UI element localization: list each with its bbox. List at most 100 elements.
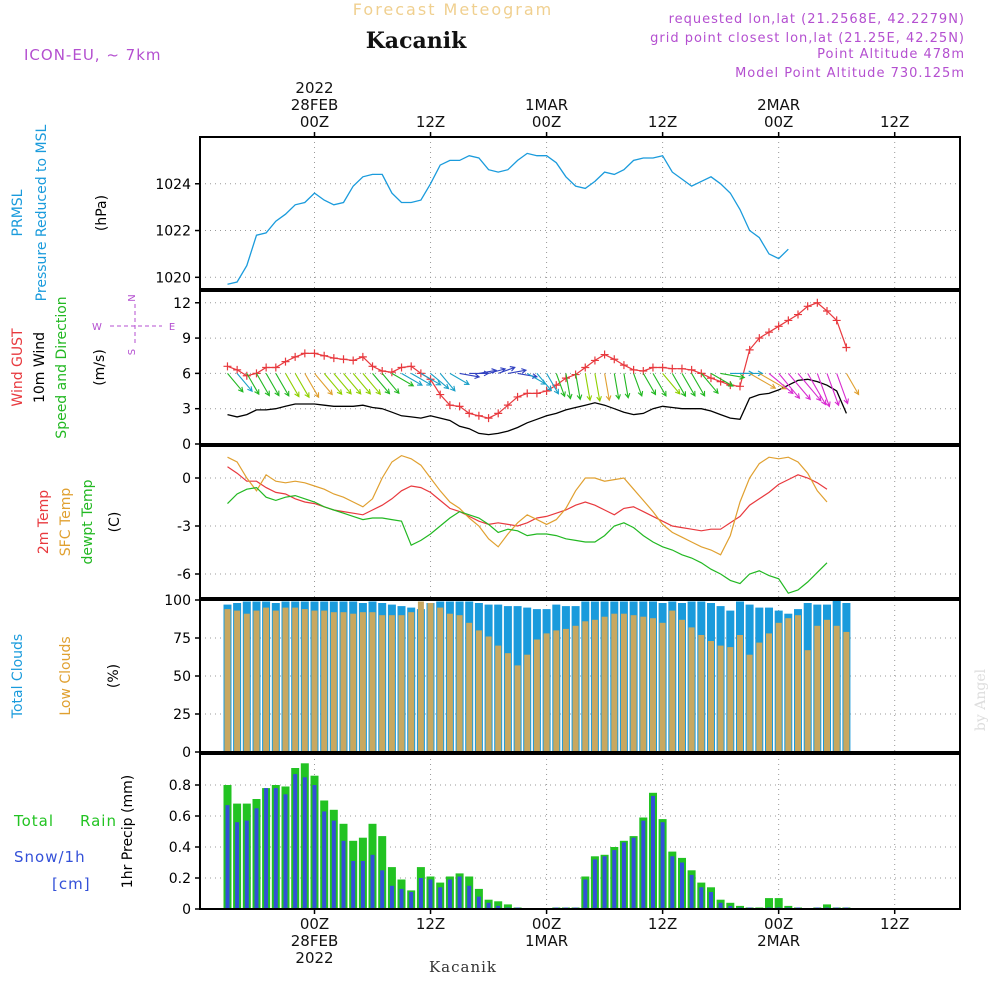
ylabel-pressure-2: (hPa) <box>94 195 110 231</box>
precip-snow-bar-44 <box>651 795 655 909</box>
wind-arrow-45 <box>662 373 681 395</box>
cloud-low-bar-49 <box>698 635 705 752</box>
precip-snow-bar-50 <box>709 892 713 909</box>
wind-arrow-41 <box>623 373 631 399</box>
precip-snow-bar-23 <box>447 879 452 909</box>
ylabel-wind-3: (m/s) <box>92 349 108 386</box>
gust-point-5 <box>271 363 280 372</box>
wind-arrow-53 <box>740 370 764 377</box>
precip-snow-bar-11 <box>331 820 336 909</box>
info-line-2: grid point closest lon,lat (21.25E, 42.2… <box>650 31 965 46</box>
cloud-low-bar-37 <box>582 621 589 752</box>
precip-snow-bar-5 <box>273 788 278 909</box>
gust-point-0 <box>223 362 232 371</box>
gust-point-46 <box>668 364 677 373</box>
cloud-low-bar-50 <box>708 641 714 752</box>
cloud-low-bar-4 <box>263 607 270 752</box>
cloud-low-bar-51 <box>717 645 724 752</box>
cloud-low-bar-59 <box>795 615 801 752</box>
cloud-low-bar-3 <box>253 610 260 752</box>
gust-point-30 <box>513 392 522 401</box>
ylabel-temp-0: 2m Temp <box>36 490 52 554</box>
precip-snow-bar-18 <box>399 888 404 909</box>
gust-point-62 <box>823 307 832 316</box>
ytick-label-precip-0: 0 <box>182 902 191 918</box>
precip-snow-bar-47 <box>680 862 684 909</box>
cloud-low-bar-1 <box>234 610 241 752</box>
ylabel-clouds-2: (%) <box>106 664 122 688</box>
xlabel-top-0-0: 2022 <box>295 79 333 97</box>
cloud-low-bar-47 <box>679 619 685 752</box>
cloud-low-bar-23 <box>446 613 453 752</box>
gust-point-13 <box>349 356 358 365</box>
xlabel-top-4-0: 2MAR <box>757 96 800 114</box>
gust-point-2 <box>242 371 251 380</box>
wind-arrow-12 <box>343 373 362 395</box>
gust-point-15 <box>368 362 377 371</box>
precip-snow-bar-37 <box>583 879 588 909</box>
wind-arrow-14 <box>362 373 382 396</box>
temp-2m-line <box>227 466 828 532</box>
wind-arrow-10 <box>323 373 343 396</box>
precip-snow-bar-8 <box>302 777 307 910</box>
compass-s: S <box>127 349 138 355</box>
cloud-low-bar-10 <box>321 610 328 752</box>
cloud-low-bar-55 <box>756 642 763 752</box>
precip-legend-3: [cm] <box>52 875 91 893</box>
cloud-low-bar-12 <box>340 612 347 752</box>
cloud-low-bar-18 <box>398 615 405 752</box>
wind-arrow-43 <box>642 373 657 396</box>
temp-dewpt-line <box>227 486 828 594</box>
precip-snow-bar-2 <box>244 820 249 909</box>
ylabel-temp-1: SFC Temp <box>58 488 74 557</box>
wind-arrow-7 <box>294 373 310 399</box>
panel-frame-wind <box>199 290 961 445</box>
compass-e: E <box>169 322 175 333</box>
gust-point-14 <box>358 352 367 361</box>
cloud-low-bar-9 <box>311 610 318 752</box>
label-layer: 1020 1022 1024 PRMSL Pressure Reduced to MSL… <box>10 79 909 967</box>
ytick-label-wind-2: 6 <box>182 366 191 382</box>
cloud-low-bar-29 <box>504 653 511 752</box>
gust-point-50 <box>706 374 715 383</box>
ytick-label-clouds-2: 50 <box>173 669 191 685</box>
cloud-low-bar-19 <box>408 612 415 752</box>
footer-location: Kacanik <box>429 958 497 976</box>
xlabel-top-2-0: 1MAR <box>525 96 568 114</box>
credit-watermark: by Angel <box>973 668 989 731</box>
wind-arrow-54 <box>749 372 777 389</box>
precip-snow-bar-39 <box>602 856 607 909</box>
precip-snow-bar-9 <box>312 785 317 909</box>
gust-point-41 <box>619 361 628 370</box>
gust-point-38 <box>590 356 599 365</box>
cloud-low-bar-44 <box>650 618 656 752</box>
cloud-low-bar-33 <box>543 633 550 752</box>
wind-arrow-2 <box>246 373 260 396</box>
precip-snow-bar-24 <box>457 876 462 909</box>
xlabel-bottom-0-1: 28FEB <box>291 932 338 950</box>
xlabel-bottom-1-0: 12Z <box>416 915 445 933</box>
xlabel-top-1-0: 12Z <box>416 113 445 131</box>
precip-snow-bar-20 <box>418 878 423 909</box>
cloud-low-bar-56 <box>766 633 772 752</box>
wind-arrow-49 <box>700 373 719 395</box>
wind-speed-line <box>227 378 847 436</box>
gust-point-24 <box>455 402 464 411</box>
cloud-low-bar-46 <box>669 610 676 752</box>
gust-point-59 <box>794 310 802 319</box>
compass-n: N <box>127 294 138 301</box>
chart-subtitle: Forecast Meteogram <box>353 0 553 19</box>
precip-rain-bar-53 <box>736 905 744 909</box>
cloud-low-bar-5 <box>272 610 279 752</box>
wind-arrow-59 <box>797 373 822 402</box>
panel-frame-precip <box>199 753 961 910</box>
gust-point-28 <box>494 409 503 418</box>
cloud-low-bar-34 <box>553 630 560 752</box>
gust-point-37 <box>581 363 590 372</box>
wind-compass: N S W E <box>92 294 175 355</box>
xlabel-top-0-1: 28FEB <box>291 96 338 114</box>
precip-snow-bar-0 <box>225 805 230 909</box>
cloud-low-bar-13 <box>350 613 357 752</box>
precip-snow-bar-25 <box>467 885 472 910</box>
